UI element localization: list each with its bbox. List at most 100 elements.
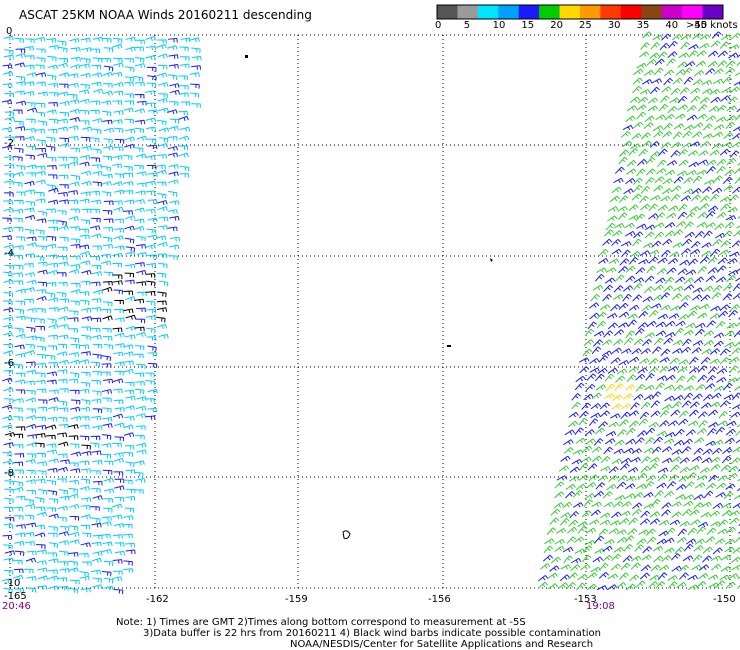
wind-barb [147, 388, 158, 394]
wind-barb [644, 384, 655, 391]
wind-barb [646, 320, 657, 328]
wind-barb [113, 90, 124, 96]
wind-barb [714, 538, 726, 545]
wind-barb [711, 563, 722, 571]
wind-barb [703, 179, 715, 185]
wind-barb [734, 114, 740, 121]
wind-barb [702, 546, 713, 554]
wind-barb [581, 402, 592, 410]
wind-barb [585, 527, 597, 534]
wind-barb [688, 161, 699, 168]
wind-barb [601, 339, 613, 346]
wind-barb [670, 150, 681, 158]
wind-barb [653, 436, 664, 444]
wind-barb [35, 128, 45, 134]
wind-barb [703, 339, 714, 347]
wind-barb [102, 173, 113, 179]
wind-barb [169, 244, 180, 250]
wind-barb [709, 510, 721, 517]
wind-barb [657, 473, 668, 482]
wind-barb [716, 368, 728, 375]
wind-barb [716, 265, 727, 273]
wind-barb [571, 458, 583, 465]
wind-barb [79, 198, 90, 204]
wind-barb [646, 58, 657, 66]
wind-barb [678, 204, 688, 212]
wind-barb [35, 198, 46, 204]
wind-barb [36, 48, 46, 54]
wind-barb [679, 87, 690, 95]
wind-barb [717, 257, 728, 265]
legend-swatch [661, 5, 683, 19]
wind-barb [58, 46, 68, 53]
wind-barb [646, 536, 657, 545]
wind-barb [596, 320, 607, 329]
wind-barb [625, 493, 636, 499]
wind-barb [637, 322, 648, 330]
wind-barb [698, 150, 709, 157]
wind-barb [26, 469, 36, 475]
wind-barb [702, 448, 713, 456]
wind-barb [13, 568, 24, 574]
wind-barb [69, 406, 81, 412]
wind-barb [734, 385, 740, 391]
wind-barb [694, 231, 705, 239]
wind-barb [14, 62, 25, 68]
wind-barb [706, 482, 717, 490]
wind-barb [79, 299, 90, 306]
wind-barb [673, 176, 684, 184]
wind-barb [81, 208, 92, 214]
wind-barb [112, 119, 123, 124]
wind-barb [46, 434, 56, 440]
wind-barb [721, 34, 732, 41]
wind-barb [103, 378, 114, 384]
wind-barb [670, 553, 681, 561]
wind-barb [101, 389, 113, 394]
wind-barb [666, 267, 677, 275]
wind-barb [125, 246, 136, 252]
wind-barb [4, 49, 14, 55]
wind-barb [605, 383, 616, 392]
wind-barb [46, 379, 57, 385]
wind-barb [723, 382, 733, 391]
wind-barb [732, 292, 740, 300]
wind-barb [57, 351, 68, 357]
wind-barb [682, 555, 694, 562]
wind-barb [661, 502, 672, 509]
wind-barb [655, 330, 667, 337]
wind-barb [661, 446, 673, 453]
wind-barb [686, 472, 697, 480]
wind-barb [156, 324, 168, 330]
wind-barb [702, 186, 713, 194]
wind-barb [666, 58, 677, 66]
wind-barb [178, 145, 189, 150]
wind-barb [80, 587, 91, 593]
wind-barb [167, 37, 178, 43]
wind-barb [79, 344, 90, 349]
wind-barb [659, 420, 670, 428]
wind-barb [113, 206, 124, 212]
wind-barb [695, 322, 706, 329]
wind-barb [57, 126, 68, 132]
wind-barb [700, 402, 712, 409]
wind-barb [90, 327, 101, 333]
wind-barb [707, 50, 719, 58]
wind-barb [92, 88, 104, 94]
wind-barb [3, 442, 14, 447]
wind-barb [709, 193, 720, 202]
wind-barb [600, 512, 611, 519]
wind-barb [591, 346, 602, 355]
wind-barb [658, 148, 668, 157]
wind-barb [89, 109, 100, 115]
wind-barb [726, 114, 737, 122]
wind-barb [103, 460, 114, 466]
wind-barb [35, 36, 46, 42]
wind-barb [640, 186, 651, 194]
wind-barb [25, 479, 36, 485]
wind-barb [729, 251, 740, 257]
wind-barb [112, 388, 123, 394]
wind-barb [90, 190, 100, 196]
wind-barb [729, 357, 740, 363]
wind-barb [737, 584, 740, 589]
wind-barb [602, 294, 612, 302]
